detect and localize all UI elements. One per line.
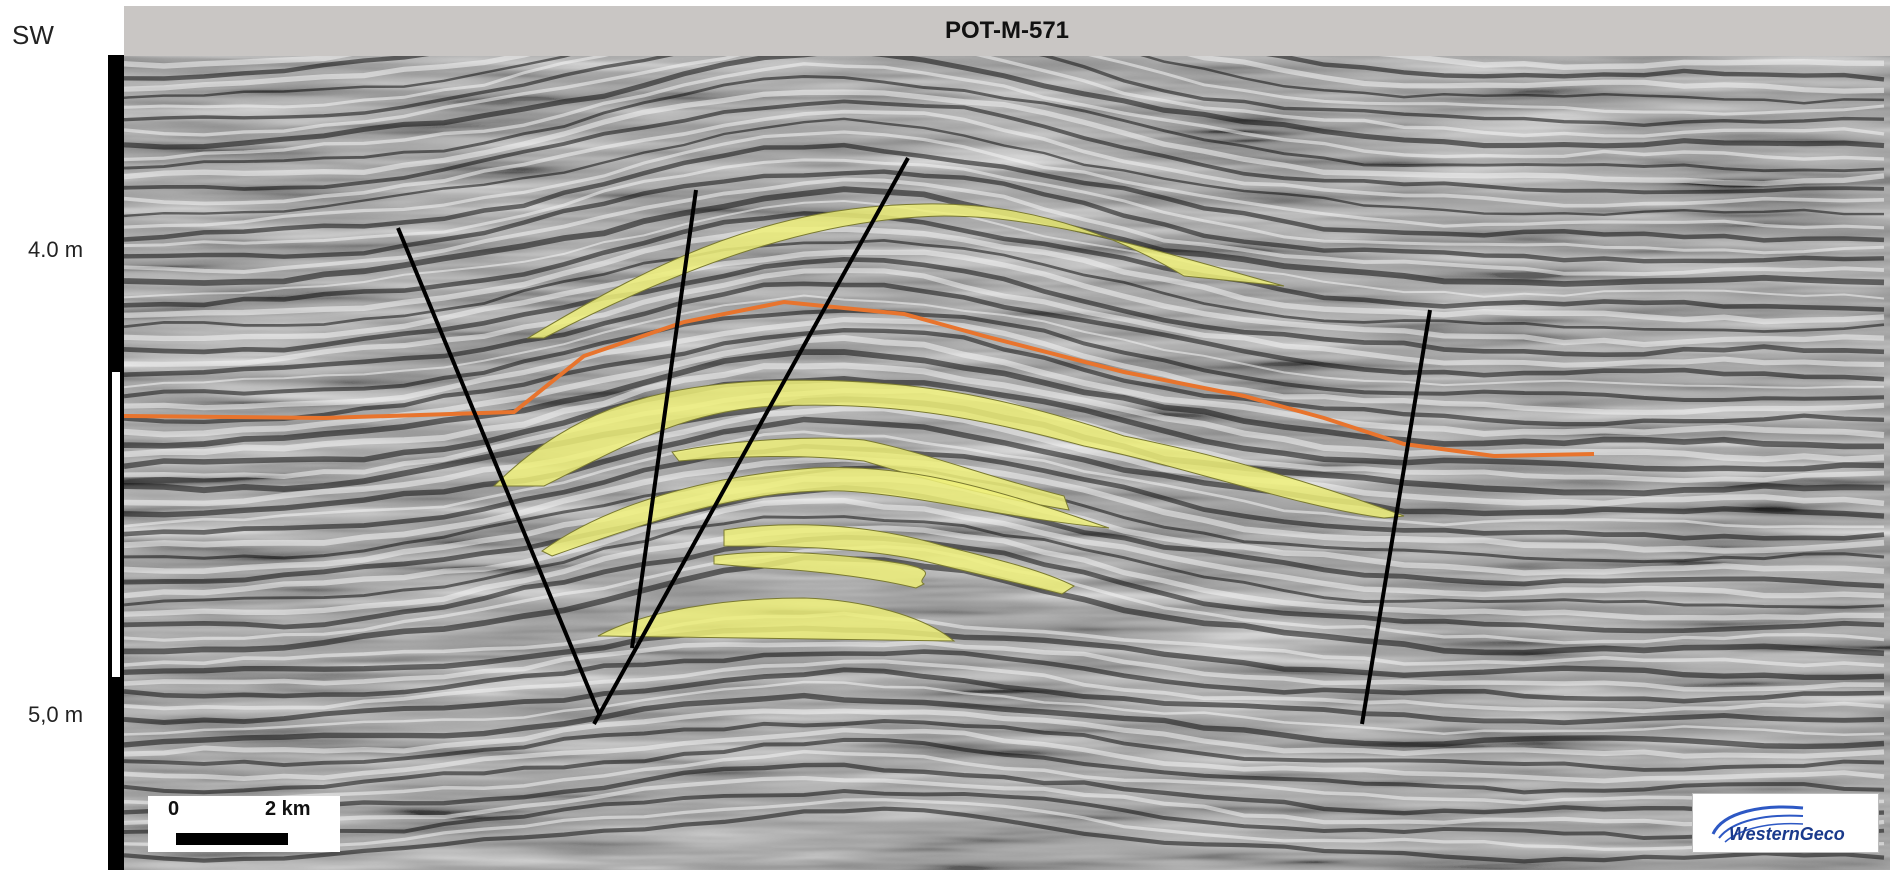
direction-label: SW	[12, 20, 54, 50]
reflector-line	[124, 611, 1885, 668]
reflector-line	[124, 56, 1885, 116]
interpreted-bodies	[492, 203, 1405, 642]
reflector-line	[124, 667, 1885, 726]
reflector-line	[124, 376, 1885, 473]
fault-4	[1360, 309, 1432, 725]
reflector-line	[124, 708, 1885, 759]
seismic-section	[124, 56, 1890, 870]
reflector-line	[124, 169, 1885, 264]
reflector-line	[124, 362, 1885, 463]
reflector-line	[124, 328, 1885, 427]
reflector-line	[124, 625, 1885, 681]
reflector-line	[124, 349, 1885, 450]
reflector-line	[124, 659, 1885, 714]
logo-swoosh-icon	[1711, 805, 1804, 843]
reflector-line	[124, 256, 1885, 358]
reflector-line	[124, 56, 1885, 128]
reflector-line	[124, 405, 1885, 507]
reflector-line	[124, 525, 1885, 621]
reflector-line	[124, 56, 1885, 105]
reflector-line	[124, 226, 1885, 325]
body-5	[723, 524, 1075, 595]
reflector-line	[124, 142, 1885, 243]
reflector-line	[124, 727, 1885, 784]
company-logo: WesternGeco	[1692, 793, 1879, 853]
upper-body	[526, 203, 1285, 339]
reflector-line	[124, 692, 1885, 750]
reflector-line	[124, 497, 1885, 599]
section-title: POT-M-571	[944, 17, 1070, 44]
body-7	[597, 597, 956, 642]
logo-text: WesternGeco	[1729, 824, 1845, 844]
reflector-line	[124, 158, 1885, 255]
body-3	[671, 437, 1070, 511]
reflector-line	[124, 806, 1885, 864]
reflector-line	[124, 762, 1885, 818]
reflector-line	[124, 89, 1885, 187]
scale-bar	[176, 833, 288, 845]
reflector-line	[124, 281, 1885, 382]
reflector-line	[124, 416, 1885, 519]
depth-label-4: 4.0 m	[28, 237, 84, 262]
reflector-line	[124, 268, 1885, 368]
reflector-line	[124, 798, 1885, 851]
reflector-line	[124, 316, 1885, 416]
reflector-line	[124, 430, 1884, 529]
body-6	[713, 551, 926, 589]
reflector-line	[124, 649, 1885, 704]
reflector-line	[124, 56, 1885, 150]
reflector-line	[124, 109, 1885, 208]
reflector-line	[124, 749, 1885, 805]
orange-horizon	[124, 299, 1595, 459]
reflector-line	[124, 75, 1885, 173]
reflector-line	[124, 130, 1885, 230]
reflector-line	[124, 117, 1884, 218]
reflector-line	[124, 639, 1885, 692]
body-2	[492, 379, 1405, 519]
title-bar: POT-M-571	[124, 6, 1890, 56]
reflector-line	[124, 789, 1885, 840]
body-4	[541, 467, 1110, 557]
reflector-line	[124, 443, 1885, 541]
reflector-line	[124, 249, 1885, 348]
reflector-line	[124, 308, 1885, 402]
reflector-line	[124, 455, 1885, 554]
reflector-line	[124, 99, 1885, 195]
reflector-line	[124, 62, 1885, 162]
reflector-line	[124, 719, 1885, 772]
scale-end-label: 2 km	[265, 798, 311, 820]
reflector-line	[124, 56, 1885, 71]
reflector-line	[124, 737, 1885, 795]
reflector-line	[124, 211, 1885, 312]
reflector-line	[124, 294, 1884, 389]
reflector-line	[124, 56, 1885, 94]
reflector-line	[124, 680, 1885, 736]
depth-axis-interval	[112, 372, 120, 677]
reflector-line	[124, 56, 1885, 138]
fault-3	[592, 157, 910, 725]
reflector-line	[124, 776, 1885, 829]
fault-lines	[396, 157, 1432, 725]
depth-label-5: 5,0 m	[28, 702, 84, 727]
fault-1	[396, 227, 602, 717]
scale-start-label: 0	[168, 798, 180, 820]
reflector-line	[124, 515, 1885, 609]
fault-2	[630, 189, 698, 649]
reflector-line	[124, 177, 1885, 277]
reflector-line	[124, 56, 1885, 82]
reflector-line	[124, 239, 1885, 333]
reflector-line	[124, 534, 1885, 634]
